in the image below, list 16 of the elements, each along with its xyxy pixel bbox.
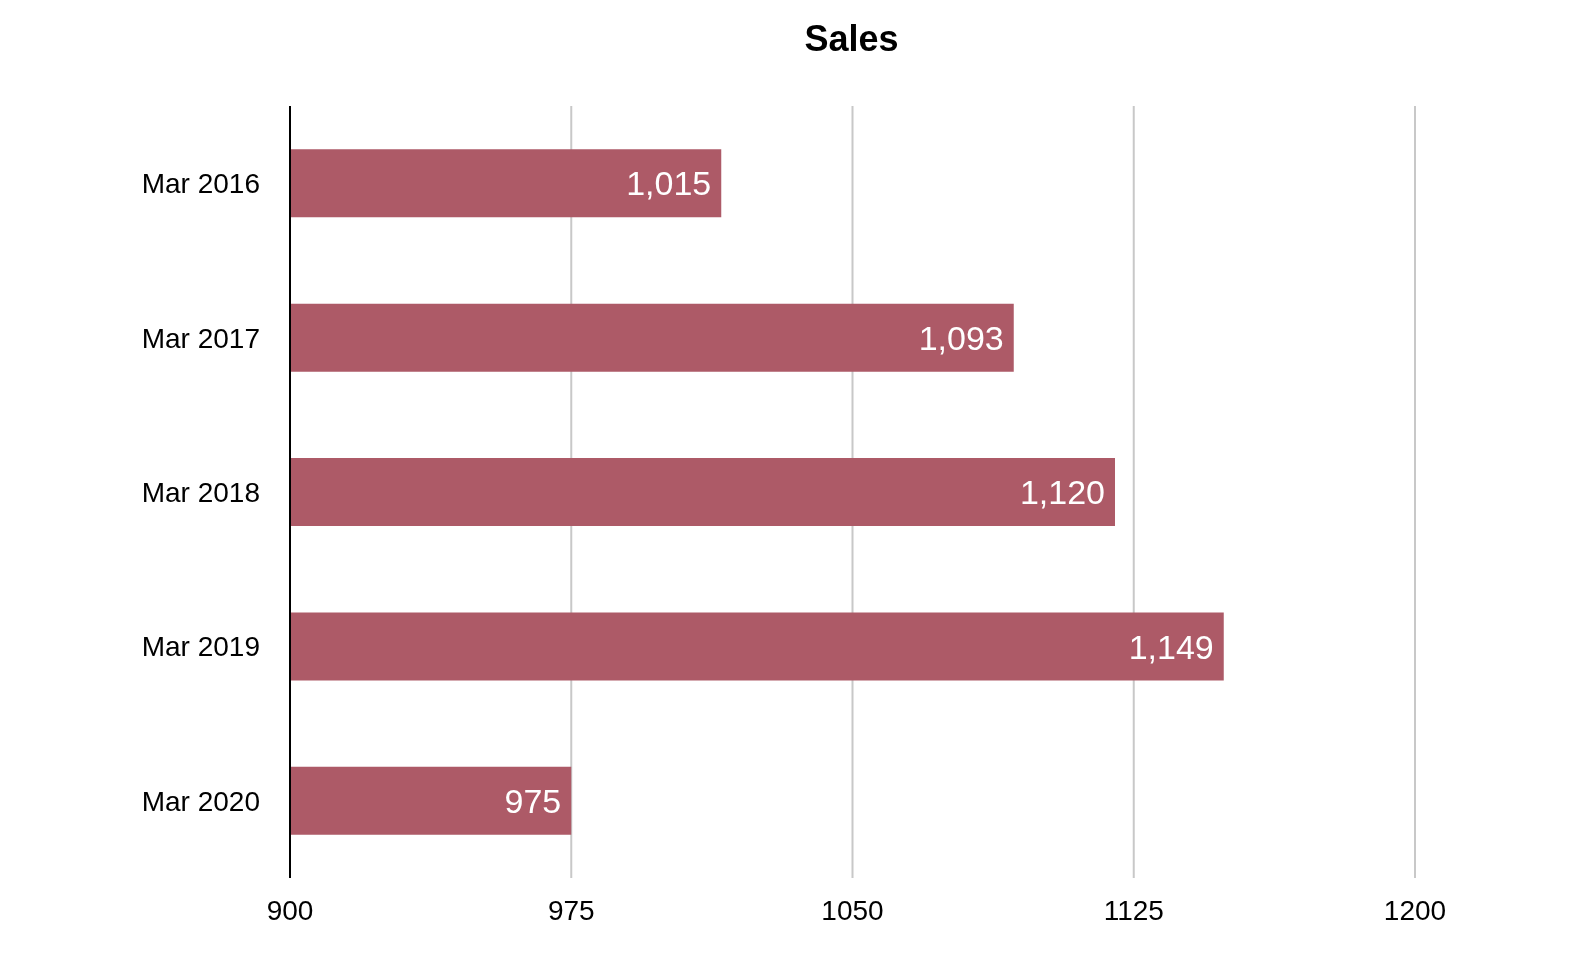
y-tick-label: Mar 2017 xyxy=(141,322,260,354)
y-tick-label: Mar 2019 xyxy=(141,631,260,663)
data-label: 1,015 xyxy=(626,164,712,203)
chart-title: Sales xyxy=(803,17,900,61)
x-tick-label: 900 xyxy=(266,894,314,926)
data-label: 975 xyxy=(504,781,562,820)
x-tick-label: 1200 xyxy=(1383,894,1447,926)
y-tick-label: Mar 2016 xyxy=(141,168,260,200)
x-tick-label: 1125 xyxy=(1103,894,1164,926)
data-label: 1,120 xyxy=(1019,473,1105,512)
y-tick-label: Mar 2018 xyxy=(141,476,260,508)
data-label: 1,093 xyxy=(918,318,1004,357)
x-tick-label: 1050 xyxy=(821,894,884,926)
data-label: 1,149 xyxy=(1128,627,1214,666)
x-tick-label: 975 xyxy=(547,894,595,926)
y-tick-label: Mar 2020 xyxy=(141,785,260,817)
